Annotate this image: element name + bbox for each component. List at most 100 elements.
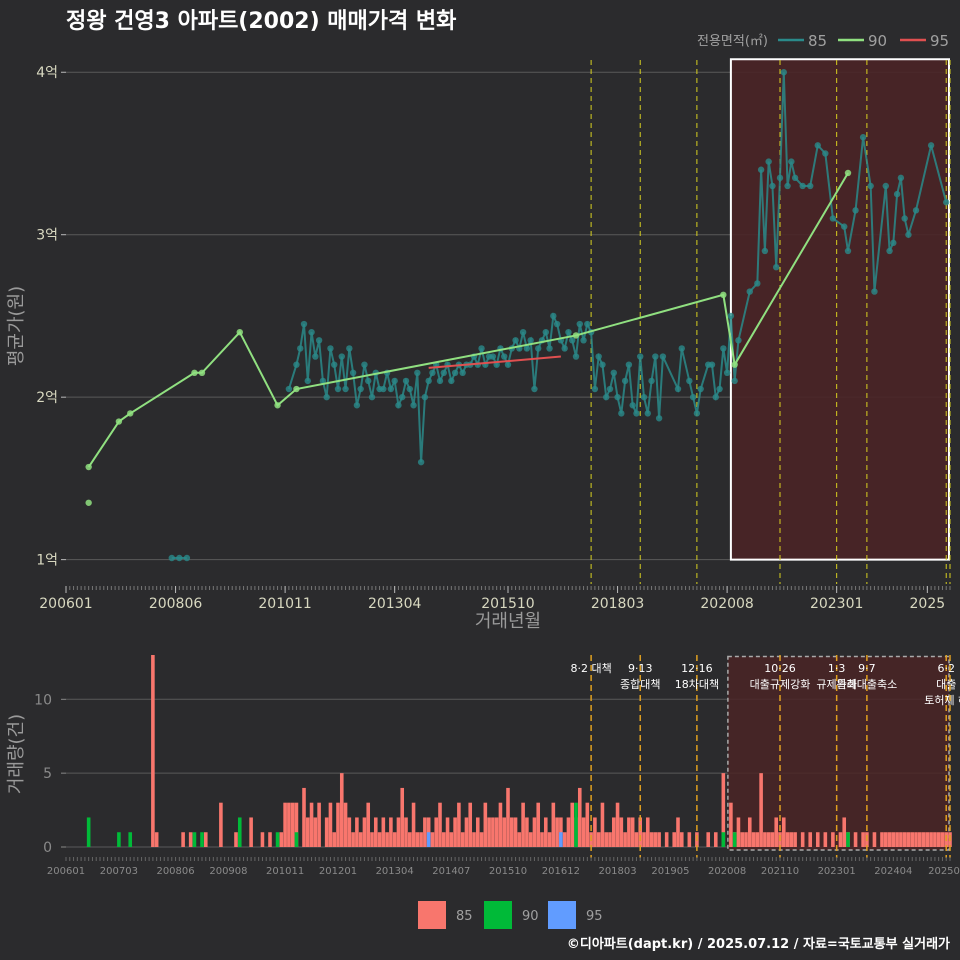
policy-label: 종합대책 [620, 678, 660, 691]
volume-bar-85 [287, 802, 291, 847]
volume-axes: 0 5 10 200601 200703 200806 200908 201011 201201… [34, 692, 960, 877]
series-85-point [731, 377, 738, 385]
volume-bar-85 [521, 802, 525, 847]
volume-bar-85 [370, 832, 374, 847]
series-90-point [191, 369, 198, 376]
series-85-point [912, 207, 920, 214]
series-85-point [591, 385, 599, 393]
y-tick-label: 3억 [36, 228, 58, 244]
series-85-point [943, 199, 950, 206]
volume-bar-85 [899, 832, 903, 847]
volume-bar-95 [426, 832, 431, 847]
series-95-line [428, 355, 561, 369]
volume-bar-85 [933, 832, 937, 847]
legend-label-85: 85 [808, 32, 827, 50]
volume-bar-85 [460, 832, 465, 847]
legend-title: 전용면적(㎡) [697, 34, 768, 49]
series-85-point [285, 385, 293, 393]
series-85-point [168, 554, 175, 562]
series-85-point [183, 554, 191, 562]
volume-bar-85 [823, 832, 828, 847]
volume-bar-85 [744, 832, 748, 847]
volume-bar-85 [445, 817, 450, 847]
series-85-point [338, 353, 345, 360]
series-85-point [841, 223, 848, 230]
volume-bar-85 [781, 817, 786, 847]
series-85-point [425, 377, 432, 385]
series-85-point [791, 174, 799, 182]
series-85-point [523, 345, 531, 352]
series-85-point [319, 377, 327, 385]
volume-bar-85 [638, 817, 643, 847]
series-85-point [618, 410, 625, 417]
series-85-point [712, 393, 719, 401]
series-85-point [176, 554, 183, 562]
volume-x-tick-label: 202404 [874, 866, 912, 877]
volume-highlight-region [727, 655, 950, 851]
series-85-point [689, 393, 697, 401]
volume-bar-85 [336, 802, 340, 847]
series-85-point [693, 410, 701, 417]
series-85-point [629, 402, 636, 409]
series-85-point [595, 353, 602, 360]
volume-bar-85 [577, 787, 582, 847]
y-tick-label: 1억 [36, 553, 58, 569]
series-85-point [489, 353, 497, 360]
volume-bar-85 [706, 832, 711, 847]
volume-bar-85 [895, 832, 899, 847]
series-85-point [686, 377, 693, 385]
volume-x-tick-label: 201905 [651, 866, 689, 877]
series-85-point [882, 182, 889, 190]
series-85-point [776, 174, 784, 182]
volume-series-95 [426, 832, 563, 847]
volume-bar-85 [188, 832, 193, 847]
volume-x-tick-label: 202008 [708, 866, 746, 877]
volume-legend-label-90: 90 [522, 909, 539, 924]
series-85-point [637, 353, 644, 360]
x-axis-title: 거래년월 [475, 611, 541, 632]
volume-bar-90 [200, 832, 204, 847]
series-85-point [410, 402, 417, 409]
volume-bar-85 [630, 817, 635, 847]
volume-bar-85 [430, 832, 435, 847]
volume-bar-85 [917, 832, 922, 847]
volume-bar-85 [838, 832, 843, 847]
volume-bar-85 [770, 832, 775, 847]
series-85-point [569, 337, 576, 344]
volume-bar-85 [570, 802, 575, 847]
volume-bar-85 [392, 832, 397, 847]
series-85-point [535, 345, 542, 352]
volume-bar-90 [846, 832, 850, 847]
series-85-point [361, 361, 368, 368]
series-85-point [897, 174, 905, 182]
volume-bar-85 [645, 817, 650, 847]
volume-bar-85 [475, 817, 480, 847]
volume-x-tick-label: 200601 [47, 866, 85, 877]
volume-bar-85 [766, 832, 771, 847]
volume-bar-85 [400, 787, 405, 847]
volume-bar-85 [517, 832, 522, 847]
volume-bar-85 [483, 802, 488, 847]
policy-label: 9·7 [858, 662, 876, 675]
volume-bar-85 [151, 655, 155, 847]
volume-bar-85 [815, 832, 820, 847]
series-85-point [380, 385, 387, 393]
volume-bar-85 [389, 817, 393, 847]
x-tick-label: 2025 [910, 596, 946, 612]
series-85-point [799, 182, 806, 190]
series-85-point [844, 247, 852, 255]
series-85-point [501, 353, 508, 360]
volume-bar-85 [339, 773, 344, 847]
series-85-point [297, 345, 304, 352]
volume-bar-85 [793, 832, 797, 847]
series-85-point [727, 312, 735, 320]
volume-x-tick-label: 201011 [266, 866, 304, 877]
volume-bar-85 [472, 832, 476, 847]
series-85-point [788, 158, 795, 165]
volume-bar-85 [593, 817, 597, 847]
volume-bar-85 [324, 817, 329, 847]
series-85-point [357, 385, 364, 393]
volume-legend-label-95: 95 [586, 909, 603, 924]
series-85-point [720, 345, 727, 352]
policy-label: 1·3 [828, 662, 846, 675]
